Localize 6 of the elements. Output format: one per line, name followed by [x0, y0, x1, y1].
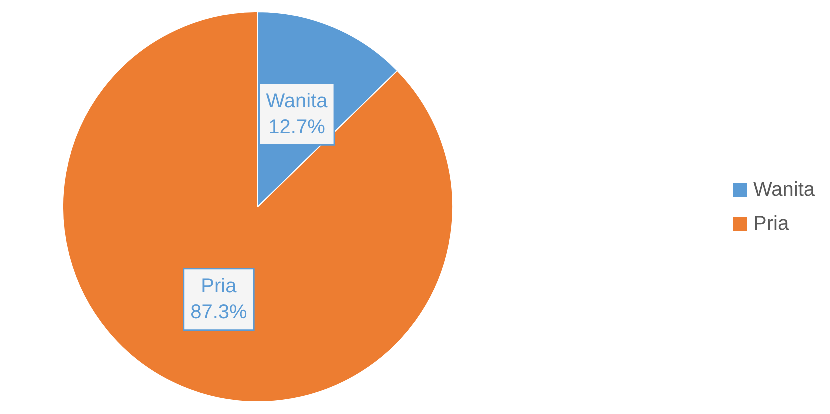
slice-label: Pria — [201, 276, 238, 298]
legend-label: Pria — [753, 213, 790, 235]
slice-label: Wanita — [266, 90, 329, 112]
data-label: 87.3% — [190, 302, 248, 324]
legend-label: Wanita — [753, 179, 816, 201]
data-label: 12.7% — [268, 116, 326, 138]
